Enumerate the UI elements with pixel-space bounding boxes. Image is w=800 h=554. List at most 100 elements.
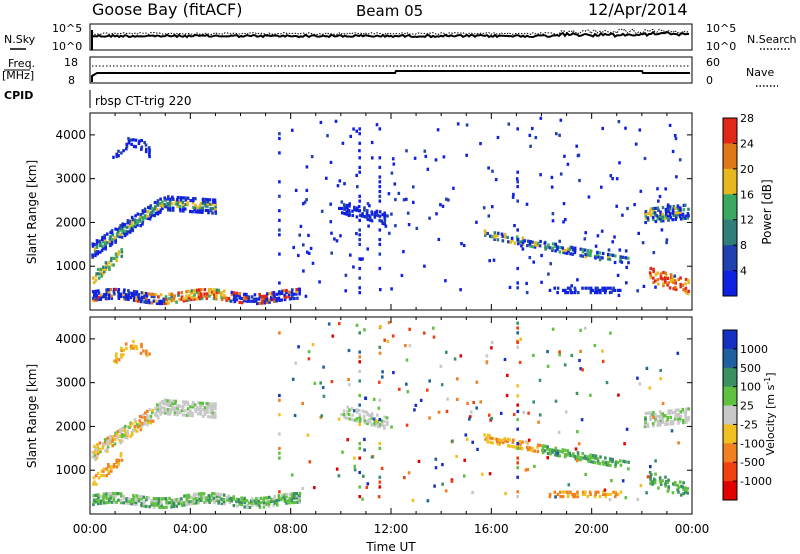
data-cell	[155, 207, 159, 212]
data-cell	[479, 400, 482, 404]
data-cell	[135, 221, 139, 225]
data-cell	[663, 276, 667, 280]
data-cell	[525, 291, 529, 295]
data-cell	[151, 408, 154, 412]
data-cell	[252, 297, 256, 301]
data-cell	[146, 420, 150, 424]
data-cell	[189, 405, 192, 409]
data-cell	[93, 249, 97, 253]
data-cell	[684, 407, 688, 411]
data-cell	[466, 437, 469, 441]
data-cell	[413, 156, 417, 160]
data-cell	[583, 237, 587, 241]
data-cell	[380, 423, 384, 427]
data-cell	[576, 490, 579, 494]
data-cell	[601, 126, 604, 131]
data-cell	[581, 492, 585, 496]
data-cell	[672, 213, 675, 217]
data-cell	[373, 211, 377, 215]
data-cell	[383, 220, 387, 224]
power-colorbar-label: Power [dB]	[760, 179, 774, 244]
data-cell	[626, 256, 630, 260]
data-cell	[129, 421, 132, 425]
data-cell	[509, 240, 512, 244]
data-cell	[195, 290, 199, 294]
data-cell	[265, 300, 269, 305]
data-cell	[301, 486, 304, 491]
data-cell	[123, 433, 126, 437]
data-cell	[355, 408, 359, 412]
data-cell	[120, 151, 123, 155]
data-cell	[150, 213, 154, 217]
data-cell	[685, 488, 688, 492]
data-cell	[451, 439, 454, 443]
data-cell	[366, 209, 369, 213]
data-cell	[671, 419, 675, 424]
data-cell	[378, 194, 382, 198]
data-cell	[145, 292, 148, 296]
data-cell	[411, 498, 415, 502]
data-cell	[342, 409, 346, 413]
noise-frame	[89, 23, 693, 51]
data-cell	[93, 480, 96, 484]
data-cell	[123, 435, 127, 439]
data-cell	[664, 484, 667, 488]
data-cell	[285, 495, 288, 499]
data-cell	[607, 252, 610, 257]
data-cell	[677, 486, 681, 490]
data-cell	[121, 231, 124, 235]
data-cell	[245, 505, 249, 509]
data-cell	[554, 242, 558, 246]
data-cell	[213, 288, 216, 292]
data-cell	[103, 501, 106, 505]
data-cell	[135, 344, 138, 348]
data-cell	[291, 501, 294, 505]
data-cell	[290, 297, 293, 301]
data-cell	[100, 293, 103, 297]
data-cell	[170, 500, 174, 505]
data-cell	[119, 492, 123, 496]
data-cell	[587, 249, 590, 253]
data-cell	[182, 297, 185, 301]
data-cell	[114, 494, 118, 498]
data-cell	[177, 497, 181, 501]
data-cell	[174, 399, 177, 403]
data-cell	[110, 492, 113, 496]
data-cell	[91, 455, 95, 459]
velocity-cells	[91, 321, 691, 510]
data-cell	[615, 204, 618, 208]
data-cell	[358, 369, 361, 373]
data-cell	[606, 461, 610, 465]
data-cell	[107, 471, 111, 475]
data-cell	[153, 207, 157, 211]
data-cell	[238, 300, 241, 304]
data-cell	[95, 456, 99, 460]
data-cell	[342, 412, 346, 417]
data-cell	[657, 282, 660, 286]
data-cell	[172, 500, 176, 504]
y-tick-label: 1000	[55, 259, 86, 273]
data-cell	[339, 234, 342, 238]
data-cell	[661, 277, 664, 281]
data-cell	[149, 416, 153, 421]
data-cell	[345, 212, 349, 216]
data-cell	[686, 491, 689, 495]
data-cell	[642, 284, 646, 288]
colorbar-tick-label: -25	[740, 418, 758, 431]
data-cell	[137, 499, 141, 503]
data-cell	[172, 502, 176, 506]
data-cell	[156, 416, 160, 420]
data-cell	[452, 186, 455, 190]
data-cell	[180, 291, 184, 295]
data-cell	[163, 203, 166, 207]
data-cell	[245, 292, 248, 297]
data-cell	[573, 246, 577, 250]
data-cell	[134, 498, 138, 502]
data-cell	[278, 209, 281, 213]
data-cell	[472, 400, 475, 405]
data-cell	[132, 144, 136, 148]
data-cell	[363, 410, 367, 414]
data-cell	[493, 235, 497, 239]
data-cell	[609, 457, 612, 461]
